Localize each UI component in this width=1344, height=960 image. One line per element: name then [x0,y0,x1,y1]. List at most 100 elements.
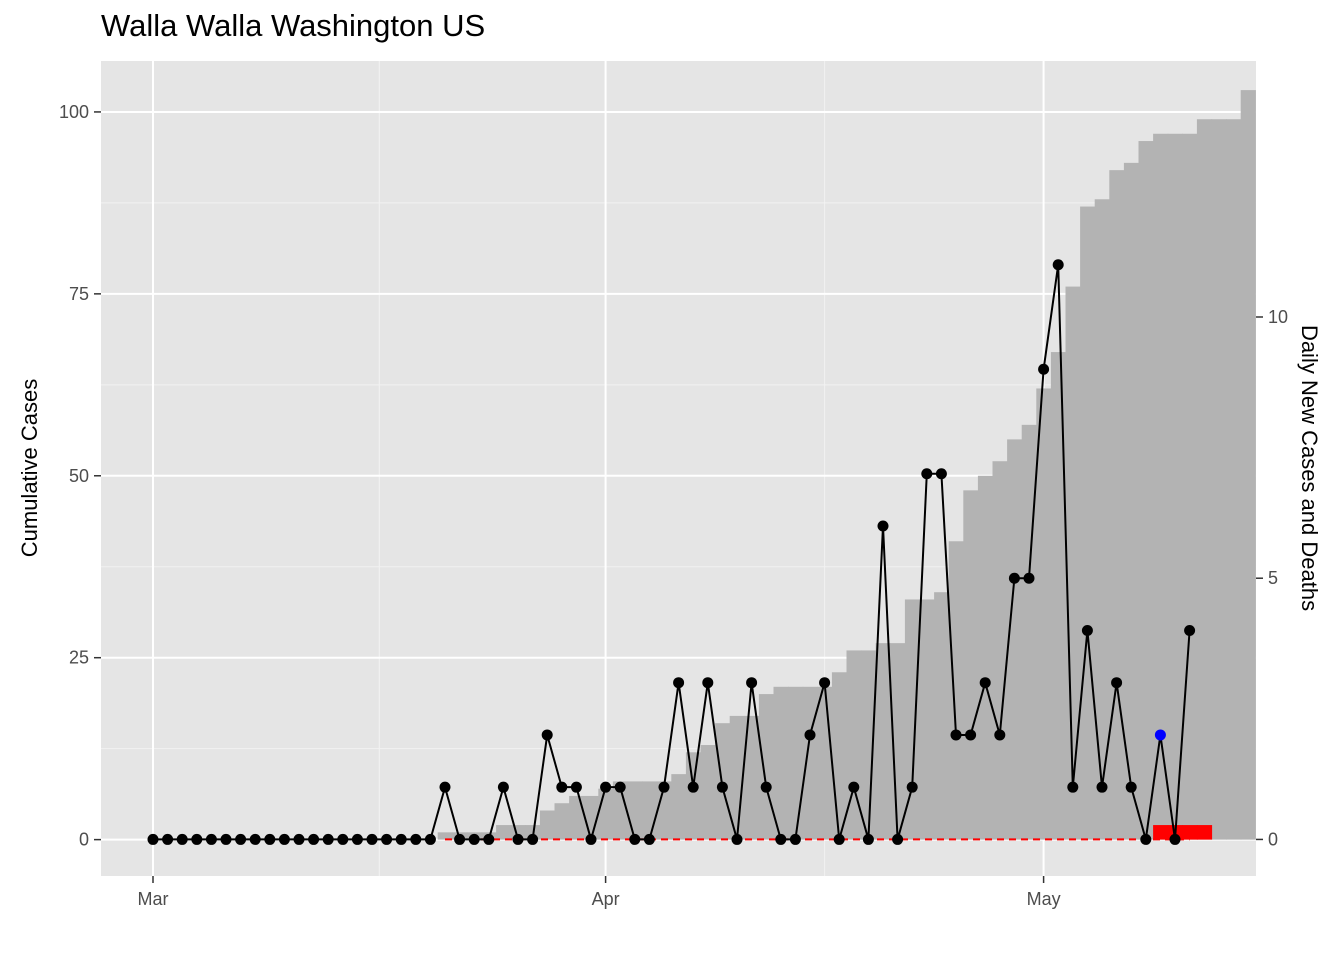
cumulative-cases-bar [1226,119,1242,840]
daily-cases-point [643,833,655,845]
cumulative-cases-bar [992,461,1008,840]
daily-cases-point [556,781,568,793]
daily-cases-point [1111,677,1123,689]
cumulative-deaths-bar [1182,825,1198,840]
daily-cases-point [512,833,524,845]
daily-cases-point [702,677,714,689]
daily-cases-point [629,833,641,845]
cumulative-cases-bar [1036,388,1052,840]
daily-cases-point [921,468,933,480]
y2-tick-label: 5 [1268,568,1278,588]
daily-cases-point [264,833,276,845]
daily-cases-point [789,833,801,845]
daily-cases-point [716,781,728,793]
daily-cases-point [541,729,553,741]
daily-cases-point [1008,572,1020,584]
daily-cases-point [293,833,305,845]
y2-axis-title: Daily New Cases and Deaths [1297,325,1322,611]
daily-cases-point [454,833,466,845]
daily-cases-point [424,833,436,845]
daily-cases-point [906,781,918,793]
cumulative-cases-bar [642,781,658,840]
cumulative-cases-bar [1094,199,1110,840]
cumulative-cases-bar [875,643,891,840]
y2-tick-label: 10 [1268,307,1288,327]
daily-cases-point [483,833,495,845]
chart-title: Walla Walla Washington US [101,8,486,43]
cumulative-cases-bar [1153,133,1169,840]
cumulative-cases-bar [437,832,453,840]
cumulative-cases-bar [904,599,921,840]
cumulative-cases-bar [1109,170,1125,840]
daily-cases-point [235,833,247,845]
daily-cases-point [1169,833,1181,845]
daily-cases-point [1038,363,1050,375]
cumulative-cases-bar [758,694,775,840]
cumulative-cases-bar [919,599,935,840]
y-tick-label: 25 [69,648,89,668]
cumulative-cases-bar [788,686,804,840]
daily-cases-point [527,833,539,845]
daily-cases-point [308,833,320,845]
daily-cases-point [892,833,904,845]
cumulative-cases-bar [1240,90,1256,840]
daily-cases-point [658,781,670,793]
daily-cases-point [877,520,889,532]
cumulative-cases-bar [948,541,964,840]
cumulative-cases-bar [700,745,716,840]
daily-cases-point [395,833,407,845]
cumulative-cases-bar [1196,119,1213,840]
cumulative-cases-bar [729,715,745,840]
daily-cases-point [760,781,772,793]
cumulative-cases-bar [1182,133,1198,840]
daily-cases-point [322,833,334,845]
cumulative-cases-bar [831,672,848,840]
cumulative-cases-bar [934,592,950,840]
daily-cases-point [147,833,159,845]
cumulative-cases-bar [846,650,862,840]
y-tick-label: 50 [69,466,89,486]
daily-cases-point [439,781,451,793]
x-tick-label: Apr [592,889,620,909]
cumulative-deaths-bar [1153,825,1169,840]
daily-cases-point [570,781,582,793]
daily-cases-point [848,781,860,793]
daily-points [147,259,1196,845]
highlight-point [1154,729,1166,741]
daily-cases-point [410,833,422,845]
cumulative-cases-bar [612,781,629,840]
daily-cases-point [731,833,743,845]
daily-cases-point [804,729,816,741]
daily-cases-point [162,833,174,845]
cumulative-cases-bar [496,825,512,840]
y-tick-label: 0 [79,830,89,850]
daily-cases-point [220,833,232,845]
daily-cases-point [1052,259,1064,271]
x-tick-label: Mar [138,889,169,909]
cumulative-cases-bar [1211,119,1227,840]
daily-cases-point [950,729,962,741]
cumulative-cases-bar [685,752,702,840]
daily-cases-point [833,833,845,845]
daily-cases-point [191,833,203,845]
cumulative-cases-bar [671,774,687,840]
daily-cases-point [1184,624,1196,636]
y2-tick-label: 0 [1268,829,1278,849]
cumulative-cases-bar [1050,352,1067,840]
cumulative-deaths-bar [1196,825,1213,840]
y-tick-label: 75 [69,284,89,304]
cumulative-cases-bar [802,686,818,840]
daily-cases-point [1096,781,1108,793]
daily-cases-point [468,833,480,845]
cumulative-cases-bar [744,715,760,840]
cumulative-cases-bar [1167,133,1183,840]
axes: 0 25 50 75 100 0 5 10 Mar Apr May [59,102,1288,909]
daily-cases-point [176,833,188,845]
daily-cases-point [1125,781,1137,793]
cumulative-cases-bar [1123,162,1140,840]
daily-cases-point [205,833,217,845]
cumulative-cases-bar [963,490,979,840]
daily-cases-point [819,677,831,689]
cumulative-cases-bar [773,686,789,840]
